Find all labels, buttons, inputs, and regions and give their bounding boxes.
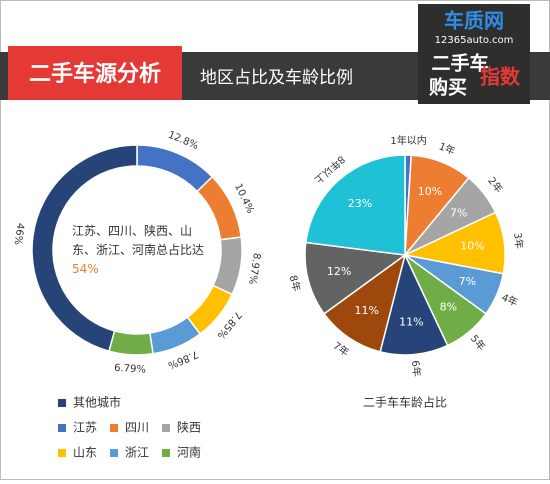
- data-label: 12%: [327, 265, 351, 278]
- legend-swatch: [58, 424, 66, 432]
- brand-line: 指数: [480, 65, 521, 89]
- pie-slice: [379, 252, 449, 356]
- legend-label: 江苏: [73, 421, 97, 435]
- category-label: 1年以内: [390, 134, 426, 147]
- legend-label: 陕西: [177, 420, 201, 435]
- legend-label: 河南: [177, 445, 201, 460]
- data-label: 23%: [348, 197, 372, 210]
- legend-swatch: [110, 424, 118, 432]
- category-label: 8年: [287, 274, 304, 293]
- data-label: 7%: [459, 275, 476, 288]
- annotation-highlight: 54%: [72, 262, 99, 276]
- data-label: 11%: [399, 316, 423, 329]
- header-subtitle: 地区占比及车龄比例: [200, 68, 353, 88]
- pie-slice: [323, 253, 407, 353]
- annotation-box: 江苏、四川、陕西、山东、浙江、河南总占比达 54%: [72, 222, 204, 279]
- pie-slice: [304, 154, 406, 256]
- donut-chart: 12.8%10.4%8.97%7.85%7.86%6.79%46% 江苏、四川、陕…: [12, 130, 262, 460]
- legend-swatch: [162, 449, 170, 457]
- category-label: 6年: [409, 360, 423, 378]
- pie-chart: 1%1年以内10%1年7%2年10%3年7%4年8%5年11%6年11%7年12…: [287, 134, 526, 409]
- data-label: 11%: [355, 304, 379, 317]
- data-label: 46%: [12, 222, 26, 246]
- title-banner: [8, 46, 182, 100]
- donut-segment: [31, 144, 138, 353]
- data-label: 7%: [450, 206, 467, 219]
- header-title: 二手车源分析: [29, 61, 161, 87]
- legend-swatch: [162, 424, 170, 432]
- annotation: 江苏、四川、陕西、山东、浙江、河南总占比达 54%: [72, 222, 204, 279]
- legend-swatch: [58, 449, 66, 457]
- brand-line: 二手车: [431, 52, 488, 75]
- chart-title: 二手车车龄占比: [363, 395, 447, 410]
- data-label: 8%: [440, 300, 457, 313]
- legend-label: 浙江: [125, 446, 149, 460]
- logo: 车质网: [444, 9, 504, 33]
- category-label: 3年: [511, 232, 526, 250]
- logo-url: 12365auto.com: [435, 35, 514, 46]
- annotation-text: 江苏、四川、陕西、山东、浙江、河南总占比达: [72, 224, 204, 257]
- legend-swatch: [58, 399, 66, 407]
- pie-slice: [304, 241, 407, 315]
- legend-label: 其他城市: [73, 395, 121, 410]
- data-label: 10%: [460, 239, 484, 252]
- logo-bg: [418, 4, 530, 104]
- legend-label: 四川: [125, 421, 149, 435]
- legend-label: 山东: [73, 446, 97, 460]
- legend-swatch: [110, 449, 118, 457]
- data-label: 8.97%: [246, 252, 262, 285]
- data-label: 6.79%: [114, 363, 146, 376]
- brand-line: 购买: [429, 76, 467, 99]
- data-label: 10%: [418, 185, 442, 198]
- donut-segment: [108, 330, 154, 356]
